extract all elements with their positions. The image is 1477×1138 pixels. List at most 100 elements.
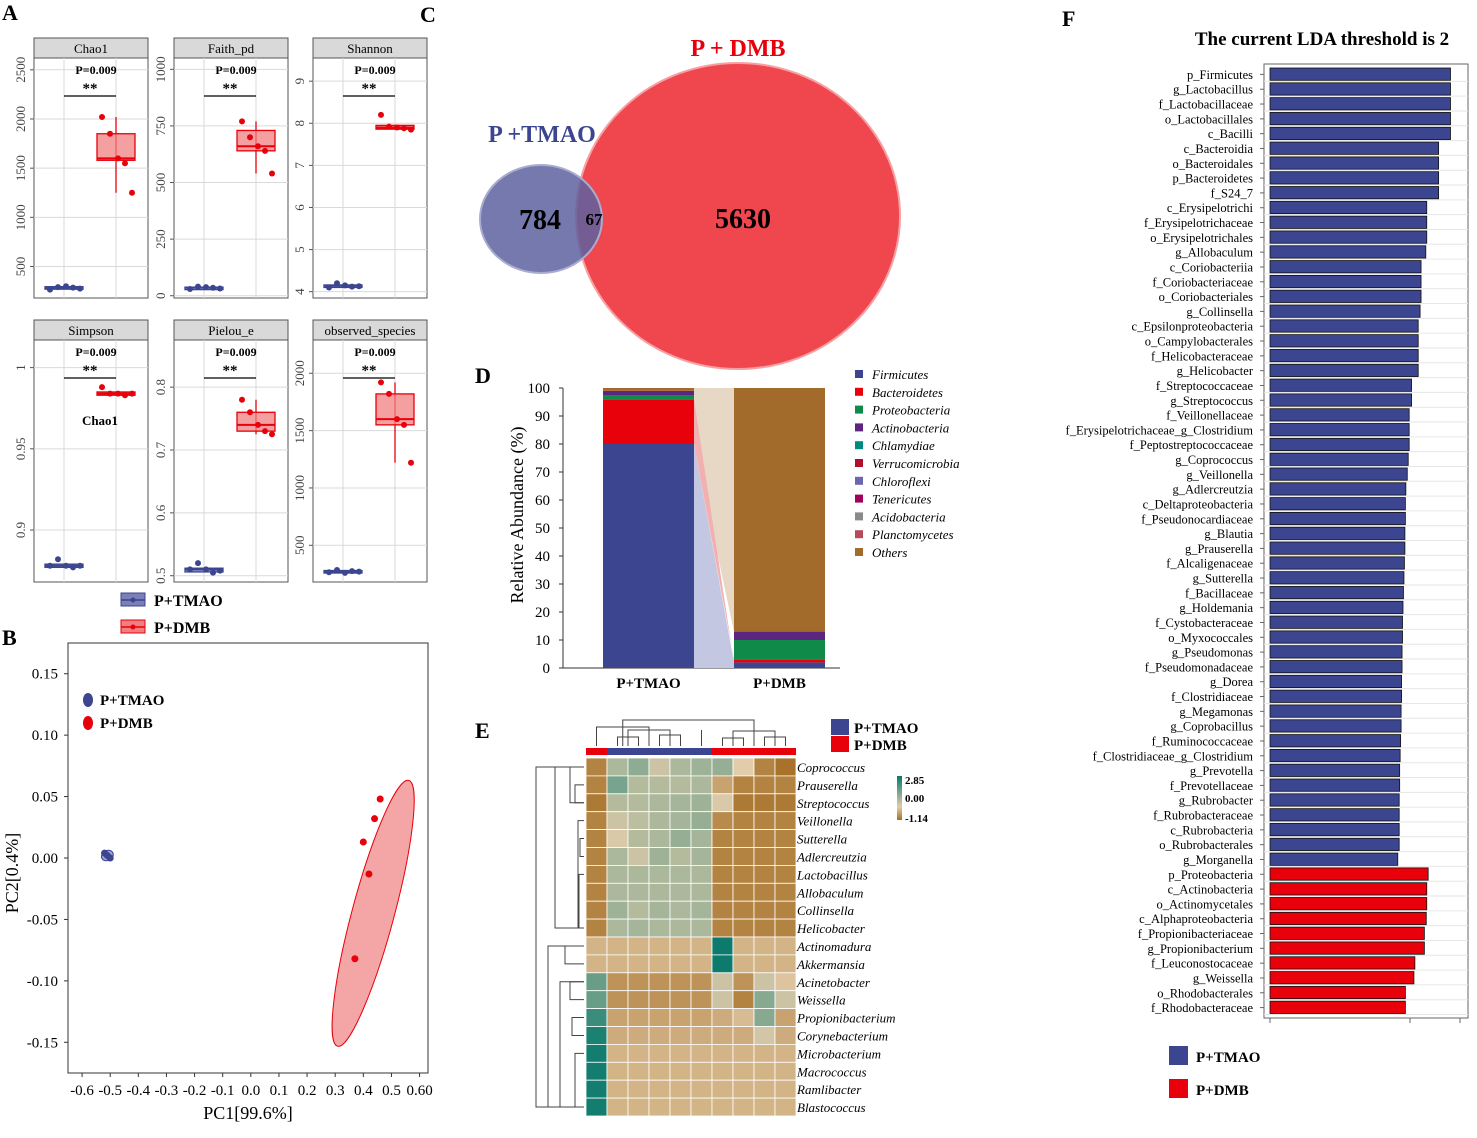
heatmap-cell [711, 847, 734, 866]
y-tick-label: 0.8 [153, 379, 168, 395]
x-tick-label: 0.5 [382, 1083, 401, 1099]
y-tick-label: 80 [535, 437, 550, 453]
dmb-point [408, 459, 414, 466]
lda-bar [1269, 511, 1406, 526]
heatmap-cell [606, 936, 629, 956]
legend-swatch [831, 736, 849, 752]
heatmap-cell [648, 775, 671, 795]
significance-stars: ** [83, 363, 98, 379]
legend-swatch [855, 370, 863, 378]
heatmap-cell [648, 1097, 671, 1117]
heatmap-cell [627, 1061, 650, 1081]
heatmap-cell [606, 1061, 629, 1081]
heatmap-cell [669, 1044, 692, 1063]
dmb-point [262, 428, 268, 435]
bar-segment-proteobacteria [603, 395, 694, 400]
lda-bar [1269, 882, 1428, 896]
heatmap-cell [690, 900, 713, 920]
heatmap-cell [648, 1079, 671, 1099]
heatmap-cell [585, 775, 608, 795]
heatmap-cell [711, 775, 734, 795]
feature-label: o_Lactobacillales [1165, 112, 1253, 126]
feature-label: g_Helicobacter [1177, 364, 1254, 378]
y-tick-label: 1 [13, 364, 28, 371]
heatmap-cell [627, 793, 650, 813]
feature-label: o_Rubrobacterales [1159, 838, 1253, 852]
row-label: Actinomadura [796, 939, 872, 954]
heatmap-cell [627, 757, 650, 777]
feature-label: o_Campylobacterales [1145, 335, 1253, 349]
y-tick-label: 40 [535, 549, 550, 565]
heatmap-cell [690, 936, 713, 956]
heatmap-cell [648, 954, 671, 974]
feature-label: p_Firmicutes [1187, 68, 1253, 82]
heatmap-cell [690, 990, 713, 1010]
heatmap-cell [732, 990, 755, 1010]
heatmap-cell [711, 1061, 734, 1081]
dmb-point [122, 392, 128, 399]
lda-bar [1269, 156, 1440, 170]
dmb-point [269, 170, 275, 177]
dmb-point [255, 421, 261, 428]
heatmap-cell [711, 793, 734, 813]
subplot-observed-species: observed_species 500 1000 1500 2000 P=0.009 ** [292, 319, 428, 583]
heatmap-cell [753, 1097, 776, 1117]
dmb-point [122, 160, 128, 167]
heatmap-cell [648, 900, 671, 920]
lda-bar [1269, 971, 1415, 985]
heatmap-cell [732, 1061, 755, 1081]
bar-segment-others [603, 388, 694, 391]
data-point [106, 854, 114, 862]
legend-swatch [855, 441, 863, 450]
lda-bar [1269, 363, 1419, 377]
heatmap-cell [585, 757, 608, 777]
heatmap-cell [690, 882, 713, 902]
significance-stars: ** [362, 363, 377, 379]
dmb-point [386, 390, 392, 397]
heatmap-cell [690, 918, 713, 938]
facet-title: Pielou_e [208, 323, 254, 338]
heatmap-cell [669, 972, 692, 992]
heatmap-cell [669, 882, 692, 902]
heatmap-cell [711, 1026, 734, 1045]
heatmap-cell [606, 757, 629, 777]
feature-label: g_Sutterella [1193, 572, 1254, 586]
row-label: Prauserella [796, 778, 858, 793]
lda-bar [1269, 571, 1405, 585]
p-value: P=0.009 [354, 345, 395, 359]
heatmap-cell [774, 936, 797, 956]
heatmap-cell [669, 954, 692, 974]
column-group-bar [733, 748, 754, 755]
y-tick-label: 0.05 [32, 790, 58, 806]
heatmap-cell [690, 1061, 713, 1081]
lda-bar [1269, 245, 1427, 259]
lda-bar [1269, 467, 1408, 481]
x-tick-label: 0.0 [241, 1083, 260, 1099]
heatmap-cell [774, 1026, 797, 1045]
feature-label: p_Bacteroidetes [1172, 172, 1253, 186]
heatmap-cell [606, 829, 629, 848]
y-tick-label: 1000 [153, 56, 168, 82]
tmao-point [47, 286, 53, 293]
feature-label: f_Clostridiaceae [1171, 690, 1253, 704]
legend-label: P+TMAO [854, 721, 918, 737]
heatmap-cell [585, 936, 608, 956]
heatmap-cell [732, 1008, 755, 1027]
heatmap-cell [627, 972, 650, 992]
dmb-point [115, 390, 121, 397]
data-point [376, 795, 384, 803]
heatmap-cell [753, 990, 776, 1010]
heatmap-cell [732, 972, 755, 992]
row-label: Blastococcus [797, 1100, 866, 1115]
x-tick-label: 0.60 [406, 1083, 432, 1099]
plot-frame [312, 57, 428, 299]
tmao-point [217, 285, 223, 292]
panel-c-venn: P +TMAO P + DMB 784 67 5630 [479, 36, 901, 370]
column-group-bar [628, 748, 649, 755]
tmao-point [349, 568, 355, 575]
feature-label: p_Proteobacteria [1168, 868, 1253, 882]
lda-bar [1269, 615, 1403, 629]
x-axis-label: PC1[99.6%] [203, 1103, 293, 1123]
row-dendrogram-branch [571, 1017, 584, 1036]
heatmap-cell [774, 865, 797, 884]
